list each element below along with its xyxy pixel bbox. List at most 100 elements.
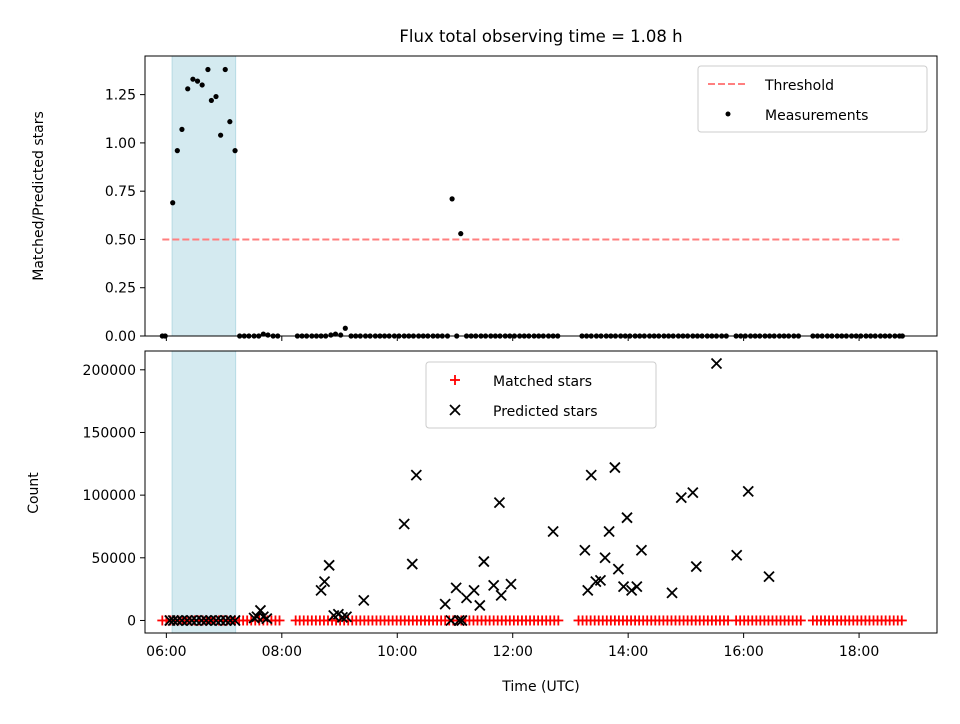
bottom-highlight-span	[171, 350, 237, 634]
predicted-star-marker	[336, 611, 349, 623]
bottom-legend-box	[425, 361, 657, 429]
predicted-star-marker	[358, 594, 370, 607]
measurement-point	[218, 132, 224, 138]
bottom-y-axis-label: Count	[26, 472, 42, 514]
predicted-star-marker	[731, 549, 743, 561]
measurement-point	[174, 148, 180, 154]
top-legend: Threshold Measurements	[697, 65, 928, 133]
predicted-star-marker	[323, 559, 335, 571]
top-y-tick-label: 0.75	[105, 184, 136, 200]
predicted-star-marker	[167, 614, 179, 627]
predicted-star-b	[261, 612, 273, 625]
bottom-y-tick-label: 200000	[83, 363, 136, 379]
predicted-star-b	[340, 611, 353, 623]
predicted-star-marker	[398, 518, 410, 530]
measurement-point	[342, 325, 348, 331]
legend-threshold-label: Threshold	[764, 78, 834, 94]
predicted-star-b	[609, 461, 621, 474]
predicted-star-marker	[205, 614, 217, 627]
predicted-star-b	[742, 485, 754, 498]
predicted-star-marker	[612, 563, 624, 575]
measurement-point	[213, 93, 219, 100]
measurement-point	[179, 126, 185, 132]
predicted-star-b	[167, 614, 179, 627]
predicted-star-marker	[631, 580, 643, 593]
predicted-star-marker	[190, 614, 203, 627]
predicted-star-marker	[171, 614, 183, 627]
predicted-star-b	[456, 614, 468, 627]
predicted-star-b	[257, 611, 269, 623]
measurement-point	[205, 66, 211, 73]
predicted-star-b	[190, 614, 203, 627]
predicted-star-b	[488, 579, 500, 592]
predicted-star-b	[220, 614, 232, 627]
predicted-star-b	[635, 544, 648, 556]
top-axes-frame	[144, 55, 938, 337]
bottom-x-tick-label: 14:00	[608, 644, 648, 660]
bottom-highlight-rect	[171, 350, 237, 634]
predicted-star-b	[195, 614, 208, 627]
predicted-star-b	[398, 518, 410, 530]
predicted-star-b	[547, 525, 559, 538]
bottom-y-tick-label: 50000	[91, 551, 136, 567]
measurement-point	[338, 332, 344, 338]
predicted-star-b	[315, 584, 327, 597]
predicted-star-b	[186, 614, 198, 627]
legend-predicted-swatch	[449, 404, 461, 416]
predicted-star-b	[210, 614, 222, 627]
predicted-star-b	[493, 497, 506, 509]
predicted-star-b	[631, 580, 643, 593]
predicted-star-marker	[254, 604, 267, 617]
predicted-star-b	[229, 614, 241, 627]
predicted-star-marker	[579, 544, 591, 556]
measurement-point	[199, 82, 205, 88]
predicted-star-b	[254, 604, 267, 617]
predicted-star-marker	[261, 612, 273, 625]
bottom-x-tick-label: 06:00	[146, 644, 186, 660]
predicted-star-marker	[176, 614, 188, 627]
measurement-point	[265, 332, 271, 338]
matched-star-marker	[553, 615, 564, 626]
predicted-star-b	[450, 582, 462, 594]
bottom-x-tick-label: 12:00	[493, 644, 533, 660]
predicted-star-marker	[186, 614, 198, 627]
predicted-star-marker	[742, 485, 754, 498]
matched-star-marker	[274, 615, 285, 626]
predicted-star-b	[336, 611, 349, 623]
predicted-star-b	[181, 614, 193, 627]
top-y-tick-label: 0.50	[105, 232, 136, 248]
predicted-star-marker	[195, 614, 208, 627]
predicted-star-marker	[410, 469, 422, 481]
predicted-star-b	[474, 599, 486, 612]
measurement-point	[328, 332, 334, 338]
top-y-axis-label: Matched/Predicted stars	[31, 111, 47, 281]
top-x-ticks	[165, 336, 860, 341]
predicted-star-marker	[229, 614, 241, 627]
predicted-star-b	[603, 525, 615, 538]
predicted-star-b	[439, 598, 451, 610]
predicted-star-marker	[687, 486, 699, 499]
predicted-star-marker	[495, 589, 507, 602]
predicted-star-marker	[582, 584, 594, 597]
legend-matched-swatch	[450, 375, 460, 385]
top-highlight-rect	[171, 55, 237, 337]
predicted-star-b	[687, 486, 699, 499]
predicted-star-marker	[257, 611, 269, 623]
predicted-star-b	[505, 578, 517, 590]
measurement-point	[185, 86, 191, 92]
predicted-star-marker	[690, 560, 702, 573]
legend-measurements-swatch	[725, 111, 731, 117]
predicted-star-b	[176, 614, 188, 627]
predicted-star-b	[579, 544, 591, 556]
predicted-star-marker	[478, 555, 490, 568]
top-y-tick-label: 0.25	[105, 281, 136, 297]
measurement-point	[458, 231, 464, 237]
predicted-star-b	[410, 469, 422, 481]
predicted-star-marker	[456, 614, 468, 627]
matched-star-marker	[896, 615, 907, 626]
measurement-point	[170, 200, 176, 206]
bottom-y-tick-label: 150000	[83, 425, 136, 441]
predicted-star-marker	[181, 614, 193, 627]
predicted-stars-points	[164, 357, 775, 627]
predicted-star-b	[666, 587, 678, 599]
